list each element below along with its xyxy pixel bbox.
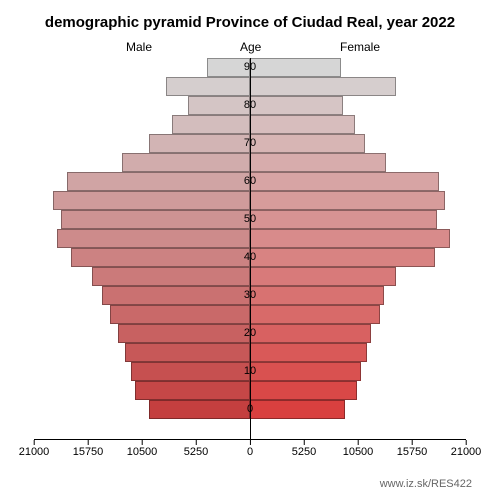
x-tick-label: 21000 (451, 446, 482, 458)
x-tick-mark (466, 440, 467, 445)
age-tick-10: 10 (236, 365, 264, 377)
bar-male-20 (118, 324, 250, 343)
x-tick-7: 15750 (397, 446, 428, 458)
x-tick-mark (412, 440, 413, 445)
x-tick-mark (142, 440, 143, 445)
x-tick-label: 15750 (397, 446, 428, 458)
bar-male-85 (166, 77, 250, 96)
age-tick-60: 60 (236, 175, 264, 187)
label-male: Male (126, 40, 152, 54)
bar-female-35 (250, 267, 396, 286)
center-axis (250, 58, 251, 440)
x-tick-3: 5250 (184, 446, 208, 458)
x-tick-mark (358, 440, 359, 445)
bar-female-85 (250, 77, 396, 96)
pyramid-plot: 90 80 70 60 50 40 30 20 10 0 (34, 58, 466, 440)
label-age: Age (240, 40, 261, 54)
bar-female-0 (250, 400, 345, 419)
footer-source: www.iz.sk/RES422 (380, 478, 472, 490)
label-female: Female (340, 40, 380, 54)
bar-female-75 (250, 115, 355, 134)
bar-female-45 (250, 229, 450, 248)
bar-male-25 (110, 305, 250, 324)
bar-female-55 (250, 191, 445, 210)
x-tick-label: 10500 (343, 446, 374, 458)
bar-male-5 (135, 381, 250, 400)
bar-male-50 (61, 210, 250, 229)
x-tick-mark (88, 440, 89, 445)
age-tick-70: 70 (236, 137, 264, 149)
x-tick-mark (304, 440, 305, 445)
bar-male-0 (149, 400, 250, 419)
age-tick-80: 80 (236, 99, 264, 111)
chart-title: demographic pyramid Province of Ciudad R… (0, 14, 500, 31)
bar-male-35 (92, 267, 250, 286)
age-tick-40: 40 (236, 251, 264, 263)
bar-female-5 (250, 381, 357, 400)
header-labels: Male Age Female (0, 40, 500, 56)
bar-female-20 (250, 324, 371, 343)
bar-male-15 (125, 343, 250, 362)
bar-male-10 (131, 362, 250, 381)
bar-male-70 (149, 134, 250, 153)
bar-male-65 (122, 153, 250, 172)
x-tick-label: 15750 (73, 446, 104, 458)
bar-female-25 (250, 305, 380, 324)
x-tick-label: 5250 (292, 446, 316, 458)
x-tick-2: 10500 (127, 446, 158, 458)
bar-female-50 (250, 210, 437, 229)
x-tick-1: 15750 (73, 446, 104, 458)
bar-female-40 (250, 248, 435, 267)
bar-male-60 (67, 172, 250, 191)
bar-male-30 (102, 286, 250, 305)
bar-female-60 (250, 172, 439, 191)
bar-female-30 (250, 286, 384, 305)
age-tick-50: 50 (236, 213, 264, 225)
age-tick-30: 30 (236, 289, 264, 301)
age-tick-90: 90 (236, 61, 264, 73)
x-tick-0: 21000 (19, 446, 50, 458)
bar-male-40 (71, 248, 250, 267)
age-tick-20: 20 (236, 327, 264, 339)
x-tick-label: 21000 (19, 446, 50, 458)
x-tick-label: 5250 (184, 446, 208, 458)
bar-female-70 (250, 134, 365, 153)
bar-male-55 (53, 191, 250, 210)
age-tick-0: 0 (236, 403, 264, 415)
bar-female-65 (250, 153, 386, 172)
x-tick-5: 5250 (292, 446, 316, 458)
x-tick-mark (34, 440, 35, 445)
x-tick-mark (196, 440, 197, 445)
x-tick-6: 10500 (343, 446, 374, 458)
bar-female-15 (250, 343, 367, 362)
x-tick-8: 21000 (451, 446, 482, 458)
x-tick-label: 10500 (127, 446, 158, 458)
x-axis-ticks: 210001575010500525005250105001575021000 (34, 446, 466, 466)
bar-male-75 (172, 115, 250, 134)
bar-female-10 (250, 362, 361, 381)
bar-male-45 (57, 229, 250, 248)
x-tick-mark (250, 440, 251, 445)
x-tick-label: 0 (247, 446, 253, 458)
x-tick-4: 0 (247, 446, 253, 458)
